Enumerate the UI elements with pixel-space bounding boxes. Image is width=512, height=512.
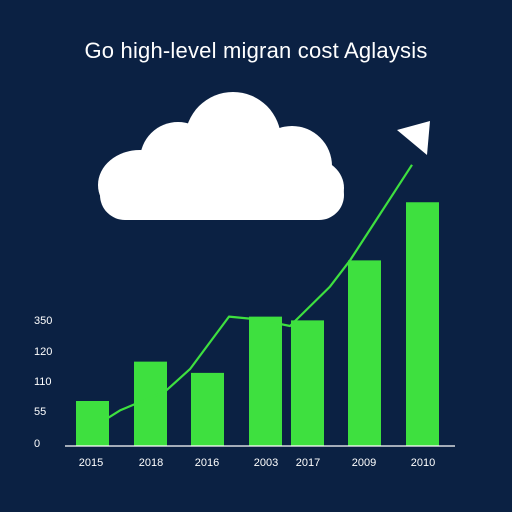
x-tick-labels: 2015 2018 2016 2003 2017 2009 2010 [79,457,435,469]
y-tick-label: 120 [34,346,52,358]
y-tick-labels: 0 55 110 120 350 [34,315,52,450]
x-tick-label: 2016 [195,457,219,469]
bar-2018 [134,361,167,446]
x-tick-label: 2018 [139,457,163,469]
x-tick-label: 2015 [79,457,103,469]
chart-title: Go high-level migran cost Aglaysis [84,38,428,63]
y-tick-label: 0 [34,438,40,450]
bar-2010 [406,202,439,446]
x-tick-label: 2017 [296,457,320,469]
y-tick-label: 55 [34,406,46,418]
cloud-icon [98,92,344,220]
bar-2009 [348,260,381,446]
trend-line [107,164,413,419]
y-tick-label: 350 [34,315,52,327]
bar-2017 [291,320,324,446]
x-tick-label: 2010 [411,457,435,469]
x-tick-label: 2003 [254,457,278,469]
bar-2016 [191,372,224,446]
bar-2003 [249,316,282,446]
y-tick-label: 110 [34,376,52,388]
arrow-head-icon [397,121,430,155]
x-tick-label: 2009 [352,457,376,469]
bars-layer [76,202,439,446]
trend-line-layer [107,164,413,419]
bar-2015 [76,401,109,446]
